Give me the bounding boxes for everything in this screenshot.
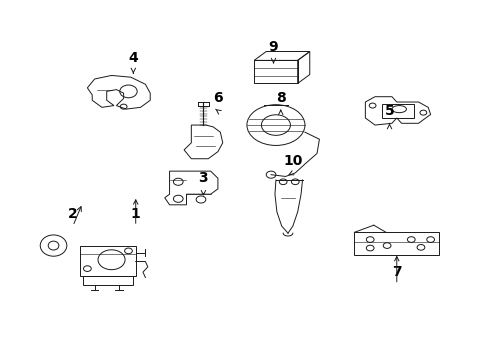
Text: 7: 7 <box>391 265 401 279</box>
Text: 4: 4 <box>128 51 138 65</box>
Text: 10: 10 <box>283 153 302 167</box>
Text: 8: 8 <box>275 91 285 105</box>
Text: 9: 9 <box>268 40 278 54</box>
Text: 6: 6 <box>213 91 222 105</box>
Text: 1: 1 <box>131 207 141 221</box>
Text: 3: 3 <box>198 171 208 185</box>
Text: 2: 2 <box>68 207 78 221</box>
Text: 5: 5 <box>384 104 394 118</box>
